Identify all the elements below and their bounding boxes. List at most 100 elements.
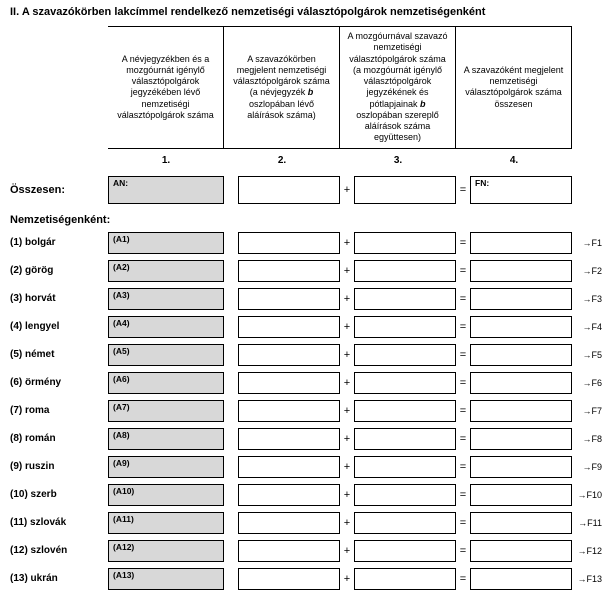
row-box-4[interactable] (470, 316, 572, 338)
row-box-4[interactable] (470, 512, 572, 534)
row-box-2[interactable] (238, 232, 340, 254)
row-label: (6) örmény (10, 377, 108, 388)
row-box-1[interactable]: (A5) (108, 344, 224, 366)
row-box-1[interactable]: (A8) (108, 428, 224, 450)
row-box-1-tag: (A12) (113, 542, 134, 552)
totals-eq: = (456, 184, 470, 196)
plus-symbol: + (340, 349, 354, 361)
row-fref: →F12 (572, 546, 602, 556)
totals-box-1-tag: AN: (113, 178, 128, 188)
equals-symbol: = (456, 545, 470, 557)
table-row: (4) lengyel(A4)+=→F4 (10, 316, 604, 338)
row-box-3[interactable] (354, 372, 456, 394)
header-col-3-text: A mozgóurnával szavazó nemzetiségi válas… (346, 31, 449, 144)
row-box-4[interactable] (470, 232, 572, 254)
row-box-1[interactable]: (A1) (108, 232, 224, 254)
row-box-3[interactable] (354, 540, 456, 562)
row-box-1[interactable]: (A7) (108, 400, 224, 422)
row-box-2[interactable] (238, 540, 340, 562)
row-box-1[interactable]: (A10) (108, 484, 224, 506)
row-box-2[interactable] (238, 428, 340, 450)
row-label: (8) román (10, 433, 108, 444)
row-box-3[interactable] (354, 260, 456, 282)
header-col-3-bold: b (420, 99, 426, 109)
row-box-1[interactable]: (A4) (108, 316, 224, 338)
table-row: (8) román(A8)+=→F8 (10, 428, 604, 450)
row-label: (9) ruszin (10, 461, 108, 472)
row-box-2[interactable] (238, 456, 340, 478)
header-col-3-pre: A mozgóurnával szavazó nemzetiségi válas… (347, 31, 447, 109)
row-box-3[interactable] (354, 288, 456, 310)
row-box-4[interactable] (470, 260, 572, 282)
totals-box-2[interactable] (238, 176, 340, 204)
row-box-4[interactable] (470, 540, 572, 562)
row-fref: →F7 (572, 406, 602, 416)
row-box-1-tag: (A6) (113, 374, 130, 384)
row-fref: →F6 (572, 378, 602, 388)
row-box-4[interactable] (470, 288, 572, 310)
row-box-2[interactable] (238, 512, 340, 534)
table-row: (2) görög(A2)+=→F2 (10, 260, 604, 282)
row-box-3[interactable] (354, 568, 456, 590)
row-box-2[interactable] (238, 568, 340, 590)
row-box-2[interactable] (238, 316, 340, 338)
row-box-4[interactable] (470, 428, 572, 450)
row-box-2[interactable] (238, 372, 340, 394)
totals-box-3[interactable] (354, 176, 456, 204)
column-number-row: 1. 2. 3. 4. (10, 155, 604, 166)
colnum-1: 1. (108, 155, 224, 166)
row-box-2[interactable] (238, 344, 340, 366)
row-box-2[interactable] (238, 484, 340, 506)
row-box-3[interactable] (354, 484, 456, 506)
row-box-3[interactable] (354, 232, 456, 254)
row-box-3[interactable] (354, 400, 456, 422)
row-label: (1) bolgár (10, 237, 108, 248)
header-col-1: A névjegyzékben és a mozgóurnát igénylő … (108, 26, 224, 149)
row-box-1[interactable]: (A13) (108, 568, 224, 590)
row-box-1[interactable]: (A9) (108, 456, 224, 478)
row-fref: →F8 (572, 434, 602, 444)
row-box-1[interactable]: (A6) (108, 372, 224, 394)
row-box-3[interactable] (354, 456, 456, 478)
plus-symbol: + (340, 573, 354, 585)
table-row: (9) ruszin(A9)+=→F9 (10, 456, 604, 478)
row-label: (4) lengyel (10, 321, 108, 332)
row-box-2[interactable] (238, 400, 340, 422)
row-box-3[interactable] (354, 512, 456, 534)
row-box-4[interactable] (470, 400, 572, 422)
equals-symbol: = (456, 489, 470, 501)
row-box-1[interactable]: (A3) (108, 288, 224, 310)
row-box-3[interactable] (354, 316, 456, 338)
row-box-1-tag: (A7) (113, 402, 130, 412)
row-box-1-tag: (A2) (113, 262, 130, 272)
row-box-2[interactable] (238, 288, 340, 310)
row-box-1-tag: (A5) (113, 346, 130, 356)
equals-symbol: = (456, 461, 470, 473)
plus-symbol: + (340, 545, 354, 557)
header-col-3: A mozgóurnával szavazó nemzetiségi válas… (340, 26, 456, 149)
row-box-1[interactable]: (A2) (108, 260, 224, 282)
equals-symbol: = (456, 405, 470, 417)
header-col-4: A szavazóként megjelent nemzetiségi vála… (456, 26, 572, 149)
row-box-1[interactable]: (A11) (108, 512, 224, 534)
row-box-3[interactable] (354, 428, 456, 450)
row-box-4[interactable] (470, 372, 572, 394)
row-box-3[interactable] (354, 344, 456, 366)
plus-symbol: + (340, 293, 354, 305)
row-box-4[interactable] (470, 568, 572, 590)
plus-symbol: + (340, 377, 354, 389)
row-box-4[interactable] (470, 456, 572, 478)
totals-box-4[interactable]: FN: (470, 176, 572, 204)
table-row: (5) német(A5)+=→F5 (10, 344, 604, 366)
row-fref: →F3 (572, 294, 602, 304)
row-box-4[interactable] (470, 344, 572, 366)
row-box-4[interactable] (470, 484, 572, 506)
row-box-2[interactable] (238, 260, 340, 282)
row-label: (3) horvát (10, 293, 108, 304)
row-box-1-tag: (A4) (113, 318, 130, 328)
row-label: (2) görög (10, 265, 108, 276)
row-box-1[interactable]: (A12) (108, 540, 224, 562)
table-row: (11) szlovák(A11)+=→F11 (10, 512, 604, 534)
totals-box-1[interactable]: AN: (108, 176, 224, 204)
row-box-1-tag: (A3) (113, 290, 130, 300)
